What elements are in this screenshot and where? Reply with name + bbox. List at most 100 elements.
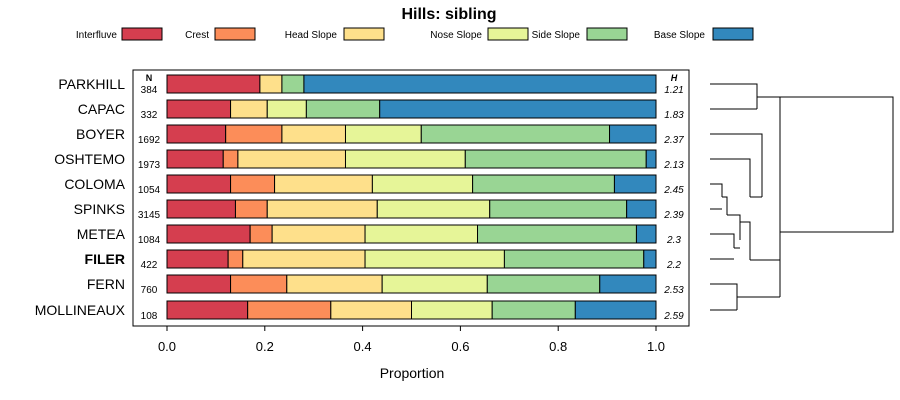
bar-segment (381, 274, 488, 294)
h-value: 2.3 (666, 235, 681, 246)
n-value: 1692 (138, 135, 161, 146)
bar-segment (364, 249, 505, 269)
bar-segment (166, 174, 232, 194)
bar-segment (376, 199, 491, 219)
bar-segment (242, 249, 366, 269)
legend-swatch (487, 27, 529, 41)
legend-label: Crest (185, 30, 209, 41)
bar-segment (379, 99, 657, 119)
category-label: METEA (77, 226, 126, 242)
bar-segment (227, 249, 244, 269)
plot-frame (132, 69, 690, 327)
category-label: FERN (87, 276, 125, 292)
x-tick-label: 0.6 (451, 339, 469, 354)
n-value: 332 (141, 110, 158, 121)
category-label: CAPAC (78, 101, 125, 117)
bar-segment (574, 300, 657, 320)
bar-segment (166, 274, 232, 294)
bar-segment (281, 124, 346, 144)
bar-segment (166, 124, 227, 144)
dendrogram-branch (710, 96, 894, 261)
bar-segment (166, 300, 249, 320)
bar-segment (166, 99, 232, 119)
bar-segment (230, 174, 276, 194)
chart-title: Hills: sibling (401, 6, 496, 23)
bar-segment (274, 174, 373, 194)
bar-segment (477, 224, 637, 244)
h-value: 2.59 (663, 311, 684, 322)
x-tick-label: 1.0 (647, 339, 665, 354)
bar-segment (230, 274, 288, 294)
bar-segment (491, 300, 576, 320)
n-value: 1973 (138, 160, 161, 171)
n-value: 422 (141, 260, 158, 271)
n-value: 760 (141, 285, 158, 296)
bar-segment (166, 249, 229, 269)
n-column-header: N (146, 73, 153, 83)
x-axis-label: Proportion (380, 365, 445, 381)
category-label: OSHTEMO (54, 151, 125, 167)
category-label: PARKHILL (58, 76, 125, 92)
bar-segment (303, 74, 657, 94)
category-label: SPINKS (74, 201, 125, 217)
x-tick-label: 0.8 (549, 339, 567, 354)
x-tick-label: 0.4 (354, 339, 372, 354)
bar-segment (222, 149, 239, 169)
bar-segment (166, 149, 224, 169)
dendrogram-branch (710, 232, 781, 311)
category-label: MOLLINEAUX (35, 302, 126, 318)
bar-segment (286, 274, 383, 294)
h-value: 2.37 (663, 135, 684, 146)
category-label: BOYER (76, 126, 125, 142)
bar-segment (234, 199, 268, 219)
h-column-header: H (671, 73, 678, 83)
h-value: 1.21 (664, 85, 683, 96)
bar-segment (635, 224, 657, 244)
n-value: 108 (141, 311, 158, 322)
bar-segment (489, 199, 628, 219)
legend-label: Interfluve (76, 30, 118, 41)
h-value: 2.45 (663, 185, 684, 196)
bar-segment (259, 74, 283, 94)
category-label: COLOMA (64, 176, 125, 192)
legend-label: Head Slope (285, 30, 338, 41)
legend: Interfluve Crest Head Slope Nose Slope Side … (76, 27, 754, 41)
bar-segment (225, 124, 283, 144)
x-tick-label: 0.2 (256, 339, 274, 354)
n-value: 1084 (138, 235, 161, 246)
x-axis: 0.0 0.2 0.4 0.6 0.8 1.0 (158, 326, 665, 354)
bar-segment (330, 300, 412, 320)
bar-segment (609, 124, 657, 144)
bar-segment (237, 149, 346, 169)
bar-segment (464, 149, 647, 169)
n-value: 3145 (138, 210, 161, 221)
n-value: 384 (141, 85, 158, 96)
bar-segment (626, 199, 657, 219)
legend-label: Side Slope (532, 30, 581, 41)
dendrogram-branch (710, 83, 758, 110)
legend-label: Nose Slope (430, 30, 482, 41)
legend-swatch (214, 27, 256, 41)
bar-segment (599, 274, 657, 294)
bar-segment (266, 99, 307, 119)
h-value: 2.13 (663, 160, 684, 171)
category-label: FILER (85, 251, 125, 267)
bar-segment (472, 174, 615, 194)
legend-swatch (586, 27, 628, 41)
h-value: 2.2 (666, 260, 681, 271)
bar-segment (643, 249, 657, 269)
bar-segment (230, 99, 268, 119)
bar-segment (645, 149, 657, 169)
bar-segment (266, 199, 378, 219)
bar-segment (281, 74, 305, 94)
bar-segment (411, 300, 493, 320)
legend-swatch (712, 27, 754, 41)
legend-label: Base Slope (654, 30, 706, 41)
h-value: 2.39 (663, 210, 684, 221)
legend-swatch (121, 27, 163, 41)
bar-segment (486, 274, 601, 294)
bar-segment (344, 124, 422, 144)
bar-segment (305, 99, 381, 119)
bar-segment (271, 224, 366, 244)
